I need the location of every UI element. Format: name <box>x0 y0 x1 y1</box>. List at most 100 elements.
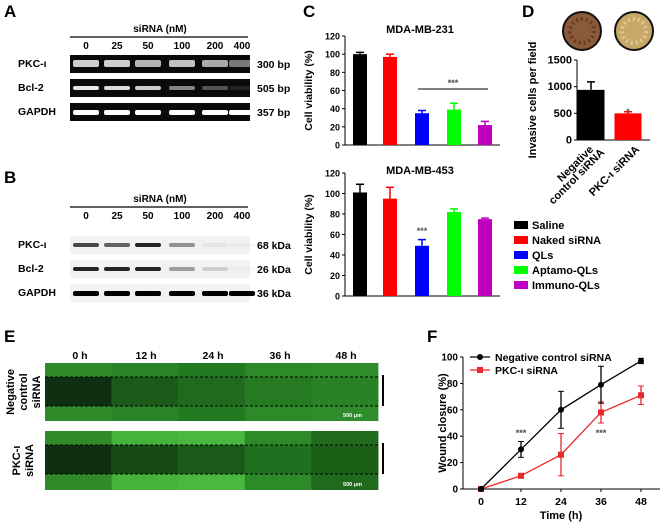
band <box>202 60 228 67</box>
row-label: Bcl-2 <box>18 263 44 275</box>
y-axis-label: Invasive cells per field <box>527 42 539 159</box>
timepoint-label: 36 h <box>269 350 290 362</box>
y-tick-label: 100 <box>325 50 340 60</box>
bar-qls <box>415 245 429 296</box>
size-label: 505 bp <box>257 83 290 95</box>
significance-stars: *** <box>417 226 428 236</box>
significance-stars: *** <box>516 428 527 438</box>
data-point <box>558 406 564 413</box>
wound-gap <box>178 445 246 474</box>
wound-gap <box>45 377 112 406</box>
legend-swatch <box>514 251 528 259</box>
legend-marker <box>477 367 483 373</box>
band <box>104 60 130 67</box>
band <box>73 86 99 90</box>
size-label: 26 kDa <box>257 264 291 276</box>
band <box>73 267 99 271</box>
band <box>169 243 195 247</box>
y-tick-label: 1500 <box>548 55 572 67</box>
row-label: siRNA <box>24 444 36 477</box>
wound-gap <box>311 445 379 474</box>
lane-label: 25 <box>111 41 123 52</box>
band <box>202 267 228 271</box>
legend-label: Aptamo-QLs <box>532 265 598 277</box>
band <box>135 243 161 247</box>
legend-swatch <box>514 221 528 229</box>
band <box>135 267 161 271</box>
y-tick-label: 60 <box>330 86 340 96</box>
x-tick-label: 48 <box>635 496 647 508</box>
size-label: 357 bp <box>257 107 290 119</box>
blot-panel-b: siRNA (nM) 0 25 50 100 200 400 PKC-ι 68 kDa Bcl-2… <box>18 194 291 302</box>
gel-header: siRNA (nM) <box>133 24 187 35</box>
y-tick-label: 120 <box>325 32 340 42</box>
band <box>104 110 130 115</box>
legend-swatch <box>514 281 528 289</box>
legend-label: Immuno-QLs <box>532 280 600 292</box>
bar-saline <box>353 192 367 296</box>
x-tick-label: 36 <box>595 496 607 508</box>
significance-stars: *** <box>596 428 607 438</box>
band <box>169 60 195 67</box>
y-tick-label: 20 <box>447 458 459 469</box>
band <box>202 291 228 296</box>
wound-gap <box>45 445 112 474</box>
band <box>135 60 161 67</box>
y-tick-label: 60 <box>447 405 459 416</box>
band <box>73 60 99 67</box>
gel-header: siRNA (nM) <box>133 194 187 205</box>
wound-gap <box>244 445 312 474</box>
bar-aptamo-qls <box>447 211 461 296</box>
row-label: siRNA <box>31 375 43 408</box>
band <box>229 110 255 115</box>
y-tick-label: 0 <box>335 292 340 302</box>
y-tick-label: 40 <box>447 432 459 443</box>
x-tick-label: 24 <box>555 496 567 508</box>
scale-bar-label: 500 μm <box>343 482 362 488</box>
size-label: 300 bp <box>257 59 290 71</box>
row-label: Negative <box>5 369 17 415</box>
lane-label: 50 <box>142 41 154 52</box>
data-point <box>598 381 604 388</box>
chart-title: MDA-MB-231 <box>386 24 454 36</box>
chart-mda-mb-231: 0 20 40 60 80 100 120 MDA-MB-231 Cell viability … <box>303 24 500 151</box>
lane-label: 200 <box>207 211 224 222</box>
band <box>135 291 161 296</box>
bar-negative-control-sirna <box>577 89 605 140</box>
band <box>104 243 130 247</box>
y-tick-label: 20 <box>330 122 340 132</box>
panel-letter-a: A <box>4 2 16 21</box>
legend-marker <box>477 354 483 360</box>
band <box>135 110 161 115</box>
row-label: GAPDH <box>18 287 56 299</box>
band <box>229 267 255 271</box>
timepoint-label: 12 h <box>135 350 156 362</box>
y-tick-label: 60 <box>330 230 340 240</box>
band <box>73 110 99 115</box>
band <box>169 291 195 296</box>
y-tick-label: 80 <box>447 379 459 390</box>
data-point <box>638 392 644 399</box>
y-tick-label: 80 <box>330 68 340 78</box>
legend-label: Saline <box>532 220 564 232</box>
timepoint-label: 0 h <box>72 350 87 362</box>
wound-images-panel-e: 0 h 12 h 24 h 36 h 48 h 500 μm Negative control… <box>5 350 384 490</box>
legend-label: Negative control siRNA <box>495 352 612 364</box>
lane-label: 100 <box>174 41 191 52</box>
bar-naked-sirna <box>383 56 397 146</box>
y-tick-label: 120 <box>325 169 340 179</box>
y-tick-label: 40 <box>330 104 340 114</box>
image-texture <box>620 17 648 45</box>
band <box>73 243 99 247</box>
lane-label: 400 <box>234 41 251 52</box>
y-tick-label: 0 <box>335 141 340 151</box>
x-tick-label: 0 <box>478 496 484 508</box>
band <box>202 243 228 247</box>
legend-label: PKC-ι siRNA <box>495 365 558 377</box>
panel-letter-d: D <box>522 2 534 21</box>
y-tick-label: 20 <box>330 271 340 281</box>
gel-panel-a: siRNA (nM) 0 25 50 100 200 400 PKC-ι 300 bp Bcl-2… <box>18 24 290 121</box>
y-tick-label: 80 <box>330 210 340 220</box>
